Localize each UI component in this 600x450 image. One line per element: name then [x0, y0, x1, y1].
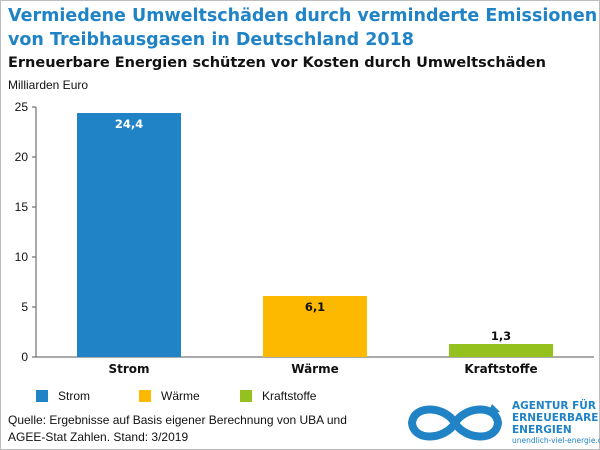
infinity-logo-icon — [408, 404, 502, 441]
y-tick-label: 15 — [15, 200, 29, 214]
bar-value-label: 6,1 — [305, 300, 325, 314]
y-tick-label: 20 — [15, 150, 29, 164]
legend-swatch-kraftstoffe — [240, 390, 252, 402]
legend-label-strom: Strom — [58, 389, 91, 403]
y-tick-label: 5 — [21, 300, 28, 314]
logo-line-3: ENERGIEN — [512, 424, 572, 436]
source-line-1: Quelle: Ergebnisse auf Basis eigener Ber… — [8, 413, 347, 427]
y-tick-label: 25 — [15, 100, 29, 114]
legend-swatch-waerme — [139, 390, 151, 402]
bar — [77, 113, 181, 357]
chart-title: Vermiedene Umweltschäden durch verminder… — [8, 6, 598, 50]
source-note: Quelle: Ergebnisse auf Basis eigener Ber… — [8, 412, 347, 446]
bar-value-label: 1,3 — [491, 329, 511, 343]
y-tick-label: 10 — [15, 250, 29, 264]
bar — [263, 296, 367, 357]
logo-wordmark: AGENTUR FÜR ERNEUERBARE ENERGIEN — [512, 400, 598, 436]
chart-subtitle: Erneuerbare Energien schützen vor Kosten… — [8, 55, 546, 71]
source-line-2: AGEE-Stat Zahlen. Stand: 3/2019 — [8, 430, 189, 444]
logo-line-1: AGENTUR FÜR — [512, 400, 596, 412]
aee-logo: AGENTUR FÜR ERNEUERBARE ENERGIEN unendli… — [400, 398, 600, 450]
legend-label-waerme: Wärme — [161, 389, 200, 403]
logo-line-2: ERNEUERBARE — [512, 412, 599, 424]
legend-swatch-strom — [36, 390, 48, 402]
chart-labels: 24,4 Strom 6,1 Wärme 1,3 Kraftstoffe — [108, 117, 537, 376]
bar-value-label: 24,4 — [115, 117, 143, 131]
x-tick-label: Kraftstoffe — [464, 362, 537, 376]
legend-label-kraftstoffe: Kraftstoffe — [262, 389, 317, 403]
logo-url: unendlich-viel-energie.de — [512, 436, 600, 445]
chart-bars — [77, 113, 553, 357]
y-axis-unit-label: Milliarden Euro — [8, 78, 89, 92]
bar — [449, 344, 553, 357]
x-tick-label: Wärme — [291, 362, 338, 376]
x-tick-label: Strom — [108, 362, 149, 376]
y-tick-label: 0 — [21, 350, 28, 364]
